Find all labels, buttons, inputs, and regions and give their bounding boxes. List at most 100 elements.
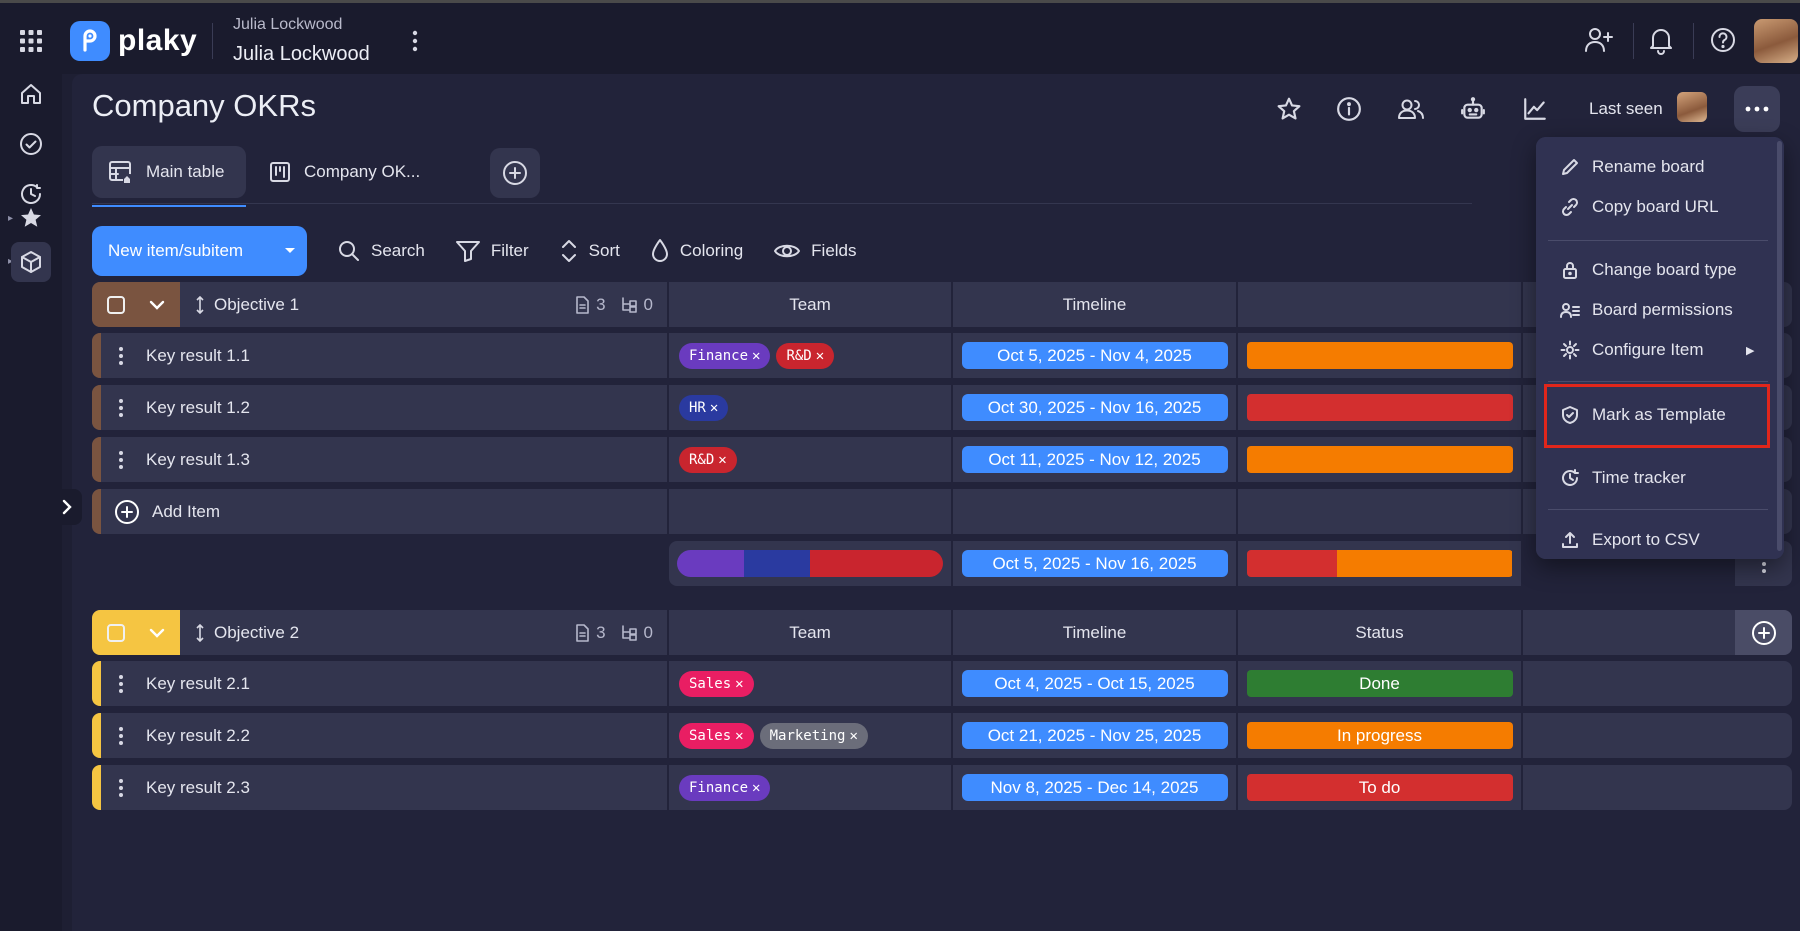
my-work-check-icon[interactable] xyxy=(11,124,51,164)
menu-item-export-csv[interactable]: Export to CSV xyxy=(1560,522,1700,558)
add-view-button[interactable] xyxy=(490,148,540,198)
remove-tag-icon[interactable]: ✕ xyxy=(709,399,719,416)
table-row[interactable]: Key result 2.2 Sales ✕ Marketing ✕ Oct 21,… xyxy=(92,713,1792,758)
add-column-button[interactable] xyxy=(1735,610,1792,655)
home-icon[interactable] xyxy=(11,74,51,114)
item-name-cell[interactable]: Key result 1.3 xyxy=(92,437,667,482)
tab-kanban-view[interactable]: Company OK... xyxy=(252,146,436,198)
item-menu-icon[interactable] xyxy=(118,674,124,694)
timeline-cell[interactable]: Oct 11, 2025 - Nov 12, 2025 xyxy=(953,437,1236,482)
new-item-button[interactable]: New item/subitem xyxy=(92,226,307,276)
board-more-options-button[interactable] xyxy=(1734,86,1780,132)
menu-item-configure-item[interactable]: Configure Item ▶ xyxy=(1560,332,1760,368)
favorite-star-icon[interactable] xyxy=(1272,92,1306,126)
table-row[interactable]: Key result 2.1 Sales ✕ Oct 4, 2025 - Oct … xyxy=(92,661,1792,706)
team-tag[interactable]: Sales ✕ xyxy=(679,722,754,749)
group-select-checkbox[interactable] xyxy=(107,295,125,314)
remove-tag-icon[interactable]: ✕ xyxy=(815,347,825,364)
remove-tag-icon[interactable]: ✕ xyxy=(718,451,727,468)
menu-item-time-tracker[interactable]: Time tracker xyxy=(1560,460,1686,496)
remove-tag-icon[interactable]: ✕ xyxy=(849,727,858,744)
workspace-name[interactable]: Julia Lockwood xyxy=(233,43,370,65)
timeline-cell[interactable]: Oct 21, 2025 - Nov 25, 2025 xyxy=(953,713,1236,758)
fields-button[interactable]: Fields xyxy=(773,240,857,262)
coloring-button[interactable]: Coloring xyxy=(650,238,743,264)
team-tag[interactable]: Finance ✕ xyxy=(679,342,771,369)
item-name-cell[interactable]: Key result 1.2 xyxy=(92,385,667,430)
column-header-status[interactable]: Status xyxy=(1238,610,1521,655)
item-menu-icon[interactable] xyxy=(118,450,124,470)
item-name-cell[interactable]: Key result 2.2 xyxy=(92,713,667,758)
status-cell[interactable] xyxy=(1238,385,1521,430)
menu-item-change-board-type[interactable]: Change board type xyxy=(1560,252,1737,288)
help-icon[interactable] xyxy=(1709,25,1737,55)
collapse-chevron-icon[interactable] xyxy=(149,628,165,638)
menu-item-copy-board-url[interactable]: Copy board URL xyxy=(1560,189,1719,225)
collapse-chevron-icon[interactable] xyxy=(149,300,165,310)
item-menu-icon[interactable] xyxy=(118,346,124,366)
status-cell[interactable] xyxy=(1238,437,1521,482)
timeline-cell[interactable]: Oct 4, 2025 - Oct 15, 2025 xyxy=(953,661,1236,706)
timeline-cell[interactable]: Oct 5, 2025 - Nov 4, 2025 xyxy=(953,333,1236,378)
menu-item-mark-as-template[interactable]: Mark as Template xyxy=(1560,397,1726,433)
automation-robot-icon[interactable] xyxy=(1456,92,1490,126)
status-cell[interactable]: To do xyxy=(1238,765,1521,810)
column-header-timeline[interactable]: Timeline xyxy=(953,282,1236,327)
team-cell[interactable]: Finance ✕ xyxy=(669,765,951,810)
group-select-checkbox[interactable] xyxy=(107,623,125,642)
notifications-bell-icon[interactable] xyxy=(1648,25,1674,55)
workspace-more-icon[interactable] xyxy=(405,29,425,53)
column-header-timeline[interactable]: Timeline xyxy=(953,610,1236,655)
team-cell[interactable]: Sales ✕ Marketing ✕ xyxy=(669,713,951,758)
remove-tag-icon[interactable]: ✕ xyxy=(735,727,744,744)
filter-button[interactable]: Filter xyxy=(455,239,529,263)
item-menu-icon[interactable] xyxy=(118,398,124,418)
user-avatar[interactable] xyxy=(1754,19,1798,63)
item-name-cell[interactable]: Key result 1.1 xyxy=(92,333,667,378)
caret-down-icon[interactable] xyxy=(273,226,307,276)
search-button[interactable]: Search xyxy=(337,239,425,263)
column-header-team[interactable]: Team xyxy=(669,282,951,327)
info-icon[interactable] xyxy=(1332,92,1366,126)
status-cell[interactable] xyxy=(1238,333,1521,378)
group-title[interactable]: Objective 2 xyxy=(196,610,299,655)
item-name-cell[interactable]: Key result 2.3 xyxy=(92,765,667,810)
team-tag[interactable]: R&D ✕ xyxy=(679,446,737,473)
team-cell[interactable]: Sales ✕ xyxy=(669,661,951,706)
activity-chart-icon[interactable] xyxy=(1518,92,1552,126)
column-header-team[interactable]: Team xyxy=(669,610,951,655)
remove-tag-icon[interactable]: ✕ xyxy=(752,779,761,796)
team-cell[interactable]: R&D ✕ xyxy=(669,437,951,482)
last-seen-avatar[interactable] xyxy=(1677,92,1707,122)
team-tag[interactable]: Marketing ✕ xyxy=(759,722,868,749)
group-title[interactable]: Objective 1 xyxy=(196,282,299,327)
team-tag[interactable]: Sales ✕ xyxy=(679,670,754,697)
menu-scrollbar[interactable] xyxy=(1777,141,1782,551)
status-cell[interactable]: Done xyxy=(1238,661,1521,706)
board-members-icon[interactable] xyxy=(1394,92,1428,126)
team-tag[interactable]: R&D ✕ xyxy=(776,342,835,369)
menu-item-board-permissions[interactable]: Board permissions xyxy=(1560,292,1733,328)
team-tag[interactable]: HR ✕ xyxy=(679,394,729,421)
team-cell[interactable]: Finance ✕ R&D ✕ xyxy=(669,333,951,378)
timeline-cell[interactable]: Oct 30, 2025 - Nov 16, 2025 xyxy=(953,385,1236,430)
invite-user-icon[interactable] xyxy=(1583,25,1615,55)
favorites-star-icon[interactable] xyxy=(11,198,51,238)
item-menu-icon[interactable] xyxy=(118,778,124,798)
item-name-cell[interactable]: Key result 2.1 xyxy=(92,661,667,706)
add-item-cell[interactable]: Add Item xyxy=(92,489,667,534)
plaky-logo[interactable]: plaky xyxy=(70,21,197,61)
team-cell[interactable]: HR ✕ xyxy=(669,385,951,430)
team-tag[interactable]: Finance ✕ xyxy=(679,774,771,801)
timeline-cell[interactable]: Nov 8, 2025 - Dec 14, 2025 xyxy=(953,765,1236,810)
menu-item-rename-board[interactable]: Rename board xyxy=(1560,149,1704,185)
board-title[interactable]: Company OKRs xyxy=(92,88,316,123)
remove-tag-icon[interactable]: ✕ xyxy=(752,347,761,364)
table-row[interactable]: Key result 2.3 Finance ✕ Nov 8, 2025 - De… xyxy=(92,765,1792,810)
item-menu-icon[interactable] xyxy=(118,726,124,746)
time-tracker-icon[interactable] xyxy=(11,174,51,214)
status-cell[interactable]: In progress xyxy=(1238,713,1521,758)
expand-sidebar-chevron-icon[interactable] xyxy=(52,489,82,525)
tab-main-table[interactable]: Main table xyxy=(92,146,246,207)
add-item-button[interactable]: Add Item xyxy=(114,489,220,534)
